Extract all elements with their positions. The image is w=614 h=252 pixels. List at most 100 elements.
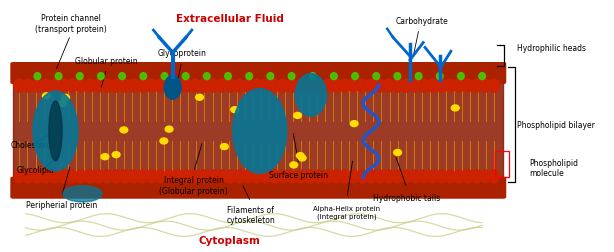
Text: Glycoprotein: Glycoprotein (157, 49, 206, 58)
Ellipse shape (489, 79, 500, 92)
Ellipse shape (480, 79, 491, 92)
Ellipse shape (480, 170, 491, 183)
Ellipse shape (181, 79, 192, 92)
Ellipse shape (375, 79, 385, 92)
Ellipse shape (49, 101, 62, 161)
Ellipse shape (383, 170, 394, 183)
Ellipse shape (31, 79, 42, 92)
Ellipse shape (76, 170, 87, 183)
Ellipse shape (76, 79, 87, 92)
Ellipse shape (208, 79, 218, 92)
Ellipse shape (392, 79, 403, 92)
Ellipse shape (462, 170, 473, 183)
Ellipse shape (313, 170, 324, 183)
Ellipse shape (181, 170, 192, 183)
Ellipse shape (98, 73, 104, 80)
Ellipse shape (322, 170, 333, 183)
Ellipse shape (269, 170, 280, 183)
Text: Peripherial protein: Peripherial protein (26, 201, 97, 210)
Text: Globular protein: Globular protein (76, 57, 138, 66)
Ellipse shape (295, 170, 306, 183)
Ellipse shape (394, 73, 401, 80)
Ellipse shape (140, 73, 147, 80)
Ellipse shape (457, 73, 464, 80)
Ellipse shape (220, 144, 228, 150)
Ellipse shape (111, 79, 122, 92)
Ellipse shape (190, 79, 201, 92)
Text: Carbohydrate: Carbohydrate (395, 17, 448, 26)
Ellipse shape (216, 79, 227, 92)
Ellipse shape (445, 170, 456, 183)
Ellipse shape (23, 79, 34, 92)
Ellipse shape (128, 79, 139, 92)
Ellipse shape (120, 127, 128, 133)
Ellipse shape (436, 170, 447, 183)
Ellipse shape (418, 170, 429, 183)
Ellipse shape (163, 79, 174, 92)
Ellipse shape (231, 107, 239, 113)
Text: Surface protein: Surface protein (270, 171, 328, 180)
Ellipse shape (373, 73, 379, 80)
Ellipse shape (322, 79, 333, 92)
Ellipse shape (234, 79, 244, 92)
Ellipse shape (313, 79, 324, 92)
Text: Glycolipid: Glycolipid (17, 166, 54, 175)
Ellipse shape (297, 153, 304, 159)
Ellipse shape (410, 170, 421, 183)
Ellipse shape (198, 170, 209, 183)
Ellipse shape (454, 79, 464, 92)
Ellipse shape (410, 79, 421, 92)
Ellipse shape (330, 73, 337, 80)
Ellipse shape (137, 79, 148, 92)
Bar (14, 76, 503, 186)
Ellipse shape (295, 74, 327, 116)
Ellipse shape (348, 79, 359, 92)
Ellipse shape (269, 79, 280, 92)
Ellipse shape (67, 79, 77, 92)
Ellipse shape (93, 170, 104, 183)
Ellipse shape (260, 79, 271, 92)
Ellipse shape (216, 170, 227, 183)
Ellipse shape (366, 79, 376, 92)
Ellipse shape (165, 126, 173, 132)
Text: Cytoplasm: Cytoplasm (199, 236, 261, 246)
Ellipse shape (489, 170, 500, 183)
Ellipse shape (173, 79, 183, 92)
Ellipse shape (161, 73, 168, 80)
Ellipse shape (49, 79, 60, 92)
Ellipse shape (401, 170, 411, 183)
Text: Protein channel
(transport protein): Protein channel (transport protein) (34, 14, 106, 34)
Ellipse shape (190, 170, 201, 183)
Ellipse shape (243, 170, 254, 183)
Ellipse shape (146, 79, 157, 92)
Ellipse shape (471, 79, 482, 92)
Ellipse shape (77, 73, 83, 80)
Ellipse shape (427, 170, 438, 183)
Ellipse shape (23, 170, 34, 183)
Ellipse shape (243, 79, 254, 92)
Ellipse shape (340, 79, 350, 92)
Ellipse shape (93, 79, 104, 92)
Ellipse shape (304, 170, 315, 183)
Ellipse shape (479, 73, 486, 80)
Ellipse shape (84, 79, 95, 92)
Ellipse shape (260, 170, 271, 183)
Ellipse shape (366, 170, 376, 183)
Ellipse shape (287, 79, 297, 92)
Ellipse shape (55, 73, 62, 80)
Ellipse shape (290, 162, 298, 168)
Ellipse shape (288, 73, 295, 80)
Text: Integral protein
(Globular protein): Integral protein (Globular protein) (160, 176, 228, 196)
Ellipse shape (287, 170, 297, 183)
Ellipse shape (445, 79, 456, 92)
Ellipse shape (61, 94, 69, 100)
Ellipse shape (246, 73, 252, 80)
Ellipse shape (58, 170, 69, 183)
Ellipse shape (436, 79, 447, 92)
Ellipse shape (233, 89, 287, 173)
Ellipse shape (42, 93, 50, 99)
Ellipse shape (357, 79, 368, 92)
Ellipse shape (49, 170, 60, 183)
Ellipse shape (401, 79, 411, 92)
Ellipse shape (348, 170, 359, 183)
